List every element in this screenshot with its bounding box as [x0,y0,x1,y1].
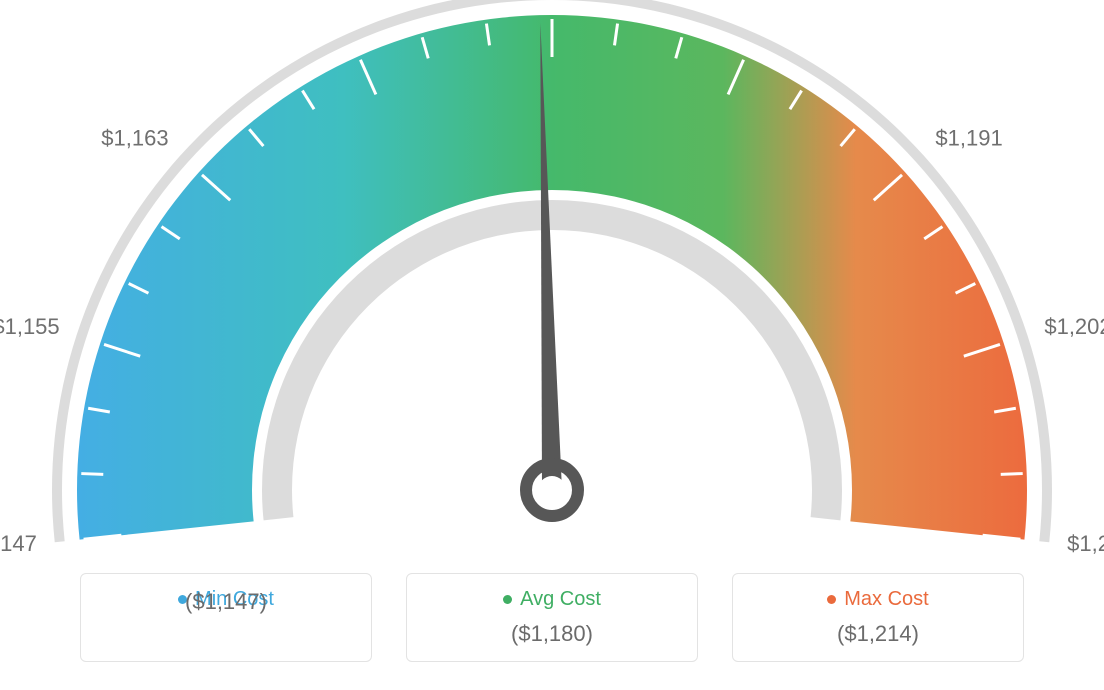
tick-label: $1,163 [101,125,168,150]
legend-card-min: Min Cost ($1,147) [80,573,372,662]
legend-value-min: ($1,147) [81,589,371,615]
legend-title-avg: Avg Cost [503,588,601,611]
legend-card-max: Max Cost ($1,214) [732,573,1024,662]
tick-label: $1,202 [1044,314,1104,339]
tick-label: $1,214 [1067,531,1104,556]
dot-icon [827,595,836,604]
minor-tick [1001,474,1023,475]
legend-value-max: ($1,214) [733,621,1023,647]
legend-title-max: Max Cost [827,588,928,611]
tick-label: $1,191 [935,125,1002,150]
tick-label: $1,155 [0,314,60,339]
legend-label: Avg Cost [520,588,601,611]
legend-value-avg: ($1,180) [407,621,697,647]
legend-card-avg: Avg Cost ($1,180) [406,573,698,662]
needle-hub-inner [538,476,566,504]
legend-row: Min Cost ($1,147) Avg Cost ($1,180) Max … [0,573,1104,662]
minor-tick [81,474,103,475]
cost-gauge-widget: $1,147$1,155$1,163$1,180$1,191$1,202$1,2… [0,0,1104,690]
dot-icon [503,595,512,604]
legend-label: Max Cost [844,588,928,611]
tick-label: $1,147 [0,531,37,556]
gauge-chart: $1,147$1,155$1,163$1,180$1,191$1,202$1,2… [0,0,1104,560]
